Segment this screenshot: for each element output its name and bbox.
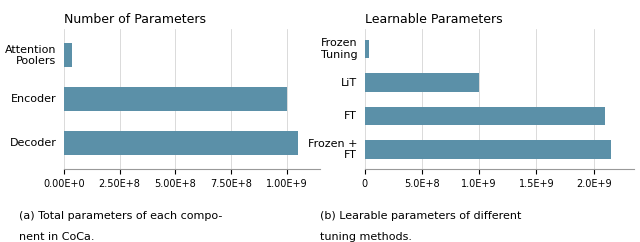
Bar bbox=[64, 131, 298, 155]
Bar bbox=[64, 87, 287, 111]
Bar bbox=[64, 43, 72, 68]
Bar bbox=[365, 40, 369, 58]
Text: tuning methods.: tuning methods. bbox=[320, 232, 412, 242]
Text: (b) Learable parameters of different: (b) Learable parameters of different bbox=[320, 211, 522, 220]
Text: Learnable Parameters: Learnable Parameters bbox=[365, 14, 502, 26]
Bar bbox=[365, 140, 611, 159]
Bar bbox=[365, 73, 479, 92]
Bar bbox=[365, 107, 605, 125]
Text: Number of Parameters: Number of Parameters bbox=[64, 14, 206, 26]
Text: nent in CoCa.: nent in CoCa. bbox=[19, 232, 95, 242]
Text: (a) Total parameters of each compo-: (a) Total parameters of each compo- bbox=[19, 211, 223, 220]
